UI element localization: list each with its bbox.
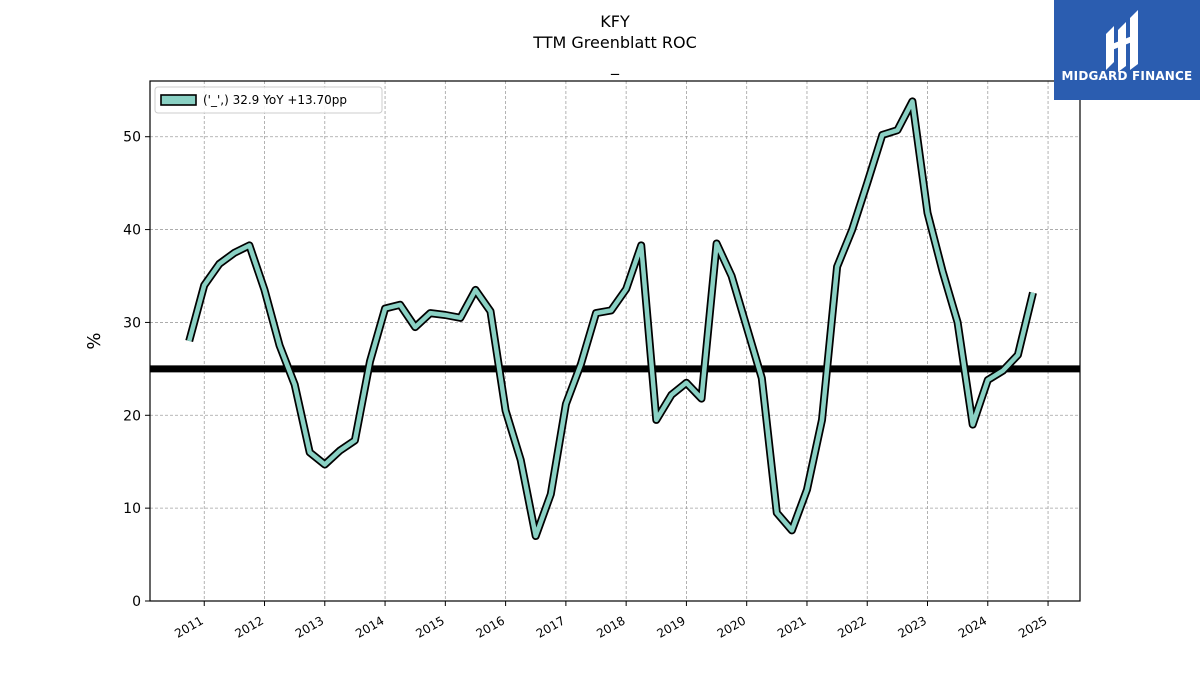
data-point xyxy=(189,341,190,342)
x-tick-label: 2019 xyxy=(654,613,687,640)
data-point xyxy=(746,327,747,328)
x-tick-label: 2018 xyxy=(594,613,627,640)
data-point xyxy=(837,266,838,267)
data-point xyxy=(400,304,401,305)
data-point xyxy=(550,494,551,495)
data-point xyxy=(490,311,491,312)
chart-title: KFY xyxy=(600,12,630,31)
x-tick-label: 2020 xyxy=(715,613,748,640)
data-point xyxy=(882,134,883,135)
legend-box xyxy=(154,86,383,114)
x-tick-label: 2021 xyxy=(775,613,808,640)
series-group xyxy=(185,97,1037,540)
brand-mark-icon xyxy=(1106,10,1138,72)
grid-lines xyxy=(150,81,1080,601)
data-point xyxy=(776,512,777,513)
data-point xyxy=(912,101,913,102)
data-point xyxy=(957,322,958,323)
plot-frame xyxy=(149,80,1081,602)
data-point xyxy=(339,450,340,451)
data-point xyxy=(460,317,461,318)
y-tick-label: 50 xyxy=(123,130,141,146)
legend: ('_',) 32.9 YoY +13.70pp xyxy=(154,86,383,114)
y-tick-label: 40 xyxy=(123,223,141,239)
data-point xyxy=(520,459,521,460)
data-point xyxy=(942,271,943,272)
data-point xyxy=(505,410,506,411)
brand-logo: MIDGARD FINANCE xyxy=(1054,0,1200,100)
data-point xyxy=(626,289,627,290)
y-tick-label: 20 xyxy=(123,408,141,424)
data-point xyxy=(972,424,973,425)
x-tick-label: 2014 xyxy=(353,613,386,640)
data-point xyxy=(1033,292,1034,293)
data-point xyxy=(294,384,295,385)
data-point xyxy=(671,394,672,395)
data-point xyxy=(234,252,235,253)
y-tick-label: 30 xyxy=(123,315,141,331)
y-tick-label: 0 xyxy=(132,594,141,610)
data-point xyxy=(324,464,325,465)
y-axis: 0 10 20 30 40 50 xyxy=(123,130,150,610)
data-point xyxy=(791,530,792,531)
data-point xyxy=(445,315,446,316)
data-point xyxy=(761,378,762,379)
x-tick-label: 2024 xyxy=(956,613,989,640)
x-tick-label: 2012 xyxy=(233,613,266,640)
x-tick-label: 2013 xyxy=(293,613,326,640)
chart-subtitle: TTM Greenblatt ROC xyxy=(532,33,697,52)
data-point xyxy=(701,398,702,399)
data-point xyxy=(370,361,371,362)
data-point xyxy=(927,212,928,213)
x-tick-label: 2015 xyxy=(413,613,446,640)
data-point xyxy=(807,489,808,490)
data-point xyxy=(219,263,220,264)
data-point xyxy=(475,289,476,290)
series-line-outline xyxy=(185,97,1037,540)
data-point xyxy=(279,345,280,346)
data-point xyxy=(309,452,310,453)
data-point xyxy=(656,419,657,420)
data-point xyxy=(535,536,536,537)
x-axis: 2011 2012 2013 2014 2015 2016 2017 2018 2019 2020… xyxy=(172,601,1050,641)
data-point xyxy=(611,310,612,311)
x-tick-label: 2025 xyxy=(1016,613,1049,640)
legend-swatch xyxy=(160,94,197,106)
data-point xyxy=(987,380,988,381)
data-point xyxy=(1017,354,1018,355)
data-point xyxy=(1002,370,1003,371)
data-point xyxy=(716,243,717,244)
data-point xyxy=(852,229,853,230)
data-point xyxy=(686,382,687,383)
data-point xyxy=(264,289,265,290)
data-point xyxy=(822,419,823,420)
data-point xyxy=(580,364,581,365)
data-point xyxy=(415,327,416,328)
data-point xyxy=(354,440,355,441)
x-tick-label: 2011 xyxy=(172,613,205,640)
x-tick-label: 2016 xyxy=(474,613,507,640)
data-point xyxy=(565,404,566,405)
series-line xyxy=(187,99,1036,539)
y-axis-label: % xyxy=(84,332,105,349)
data-point xyxy=(867,183,868,184)
brand-name: MIDGARD FINANCE xyxy=(1061,69,1193,83)
chart-subtitle-underscore: _ xyxy=(610,56,620,76)
x-tick-label: 2017 xyxy=(534,613,567,640)
data-point xyxy=(596,313,597,314)
data-point xyxy=(249,245,250,246)
y-tick-label: 10 xyxy=(123,501,141,517)
data-point xyxy=(897,130,898,131)
data-point xyxy=(430,313,431,314)
x-tick-label: 2023 xyxy=(896,613,929,640)
legend-label: ('_',) 32.9 YoY +13.70pp xyxy=(203,93,347,107)
data-point xyxy=(385,308,386,309)
data-point xyxy=(641,245,642,246)
data-point xyxy=(204,285,205,286)
data-point xyxy=(731,276,732,277)
x-tick-label: 2022 xyxy=(835,613,868,640)
